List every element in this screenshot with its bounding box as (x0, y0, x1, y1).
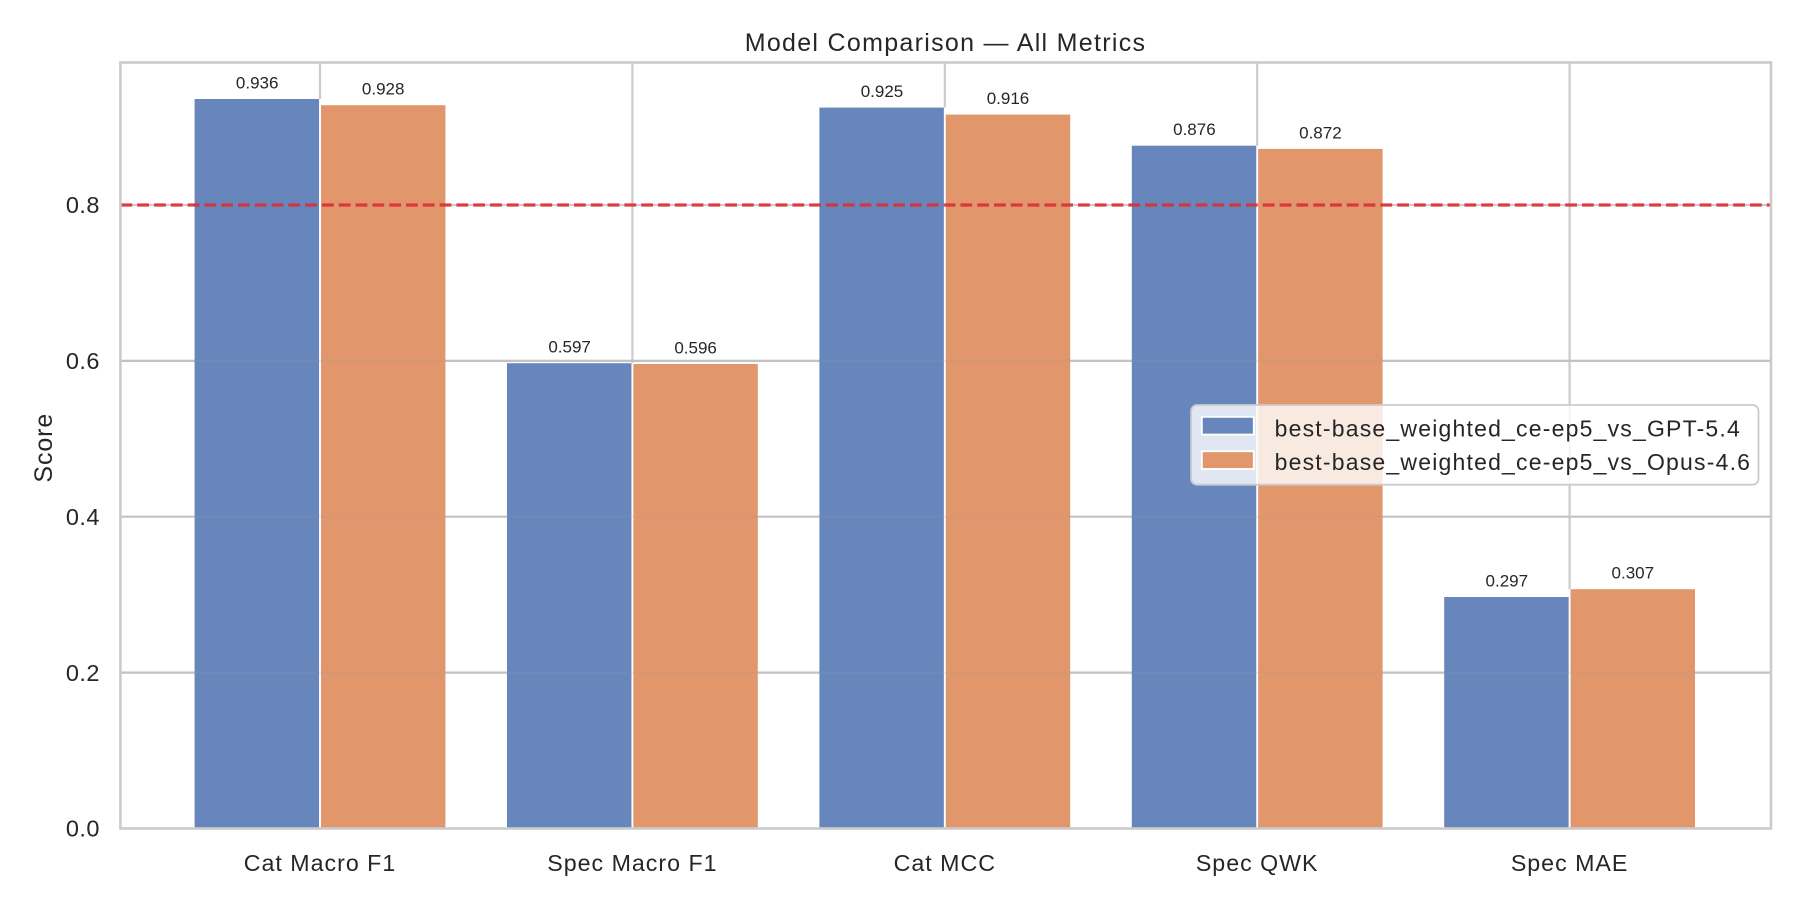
svg-text:0.916: 0.916 (987, 89, 1030, 108)
svg-text:Spec MAE: Spec MAE (1511, 850, 1629, 876)
svg-text:0.925: 0.925 (861, 82, 904, 101)
svg-text:0.8: 0.8 (66, 192, 100, 218)
svg-text:0.2: 0.2 (66, 660, 100, 686)
svg-text:Spec Macro F1: Spec Macro F1 (547, 850, 717, 876)
svg-text:Cat Macro F1: Cat Macro F1 (244, 850, 396, 876)
svg-text:Score: Score (30, 413, 58, 483)
svg-text:0.596: 0.596 (674, 339, 717, 358)
svg-text:0.0: 0.0 (66, 816, 100, 842)
svg-text:0.307: 0.307 (1612, 564, 1655, 583)
svg-text:best-base_weighted_ce-ep5_vs_O: best-base_weighted_ce-ep5_vs_Opus-4.6 (1275, 449, 1752, 475)
svg-text:0.872: 0.872 (1299, 123, 1342, 142)
svg-text:0.936: 0.936 (236, 74, 279, 93)
svg-text:best-base_weighted_ce-ep5_vs_G: best-base_weighted_ce-ep5_vs_GPT-5.4 (1275, 416, 1741, 442)
svg-text:0.4: 0.4 (66, 504, 100, 530)
svg-text:0.928: 0.928 (362, 80, 405, 99)
svg-text:0.597: 0.597 (548, 338, 591, 357)
svg-text:Cat MCC: Cat MCC (894, 850, 996, 876)
svg-text:0.6: 0.6 (66, 348, 100, 374)
svg-text:Model Comparison — All Metrics: Model Comparison — All Metrics (745, 29, 1147, 57)
svg-text:0.297: 0.297 (1486, 572, 1529, 591)
svg-text:0.876: 0.876 (1173, 120, 1216, 139)
svg-text:Spec QWK: Spec QWK (1196, 850, 1319, 876)
